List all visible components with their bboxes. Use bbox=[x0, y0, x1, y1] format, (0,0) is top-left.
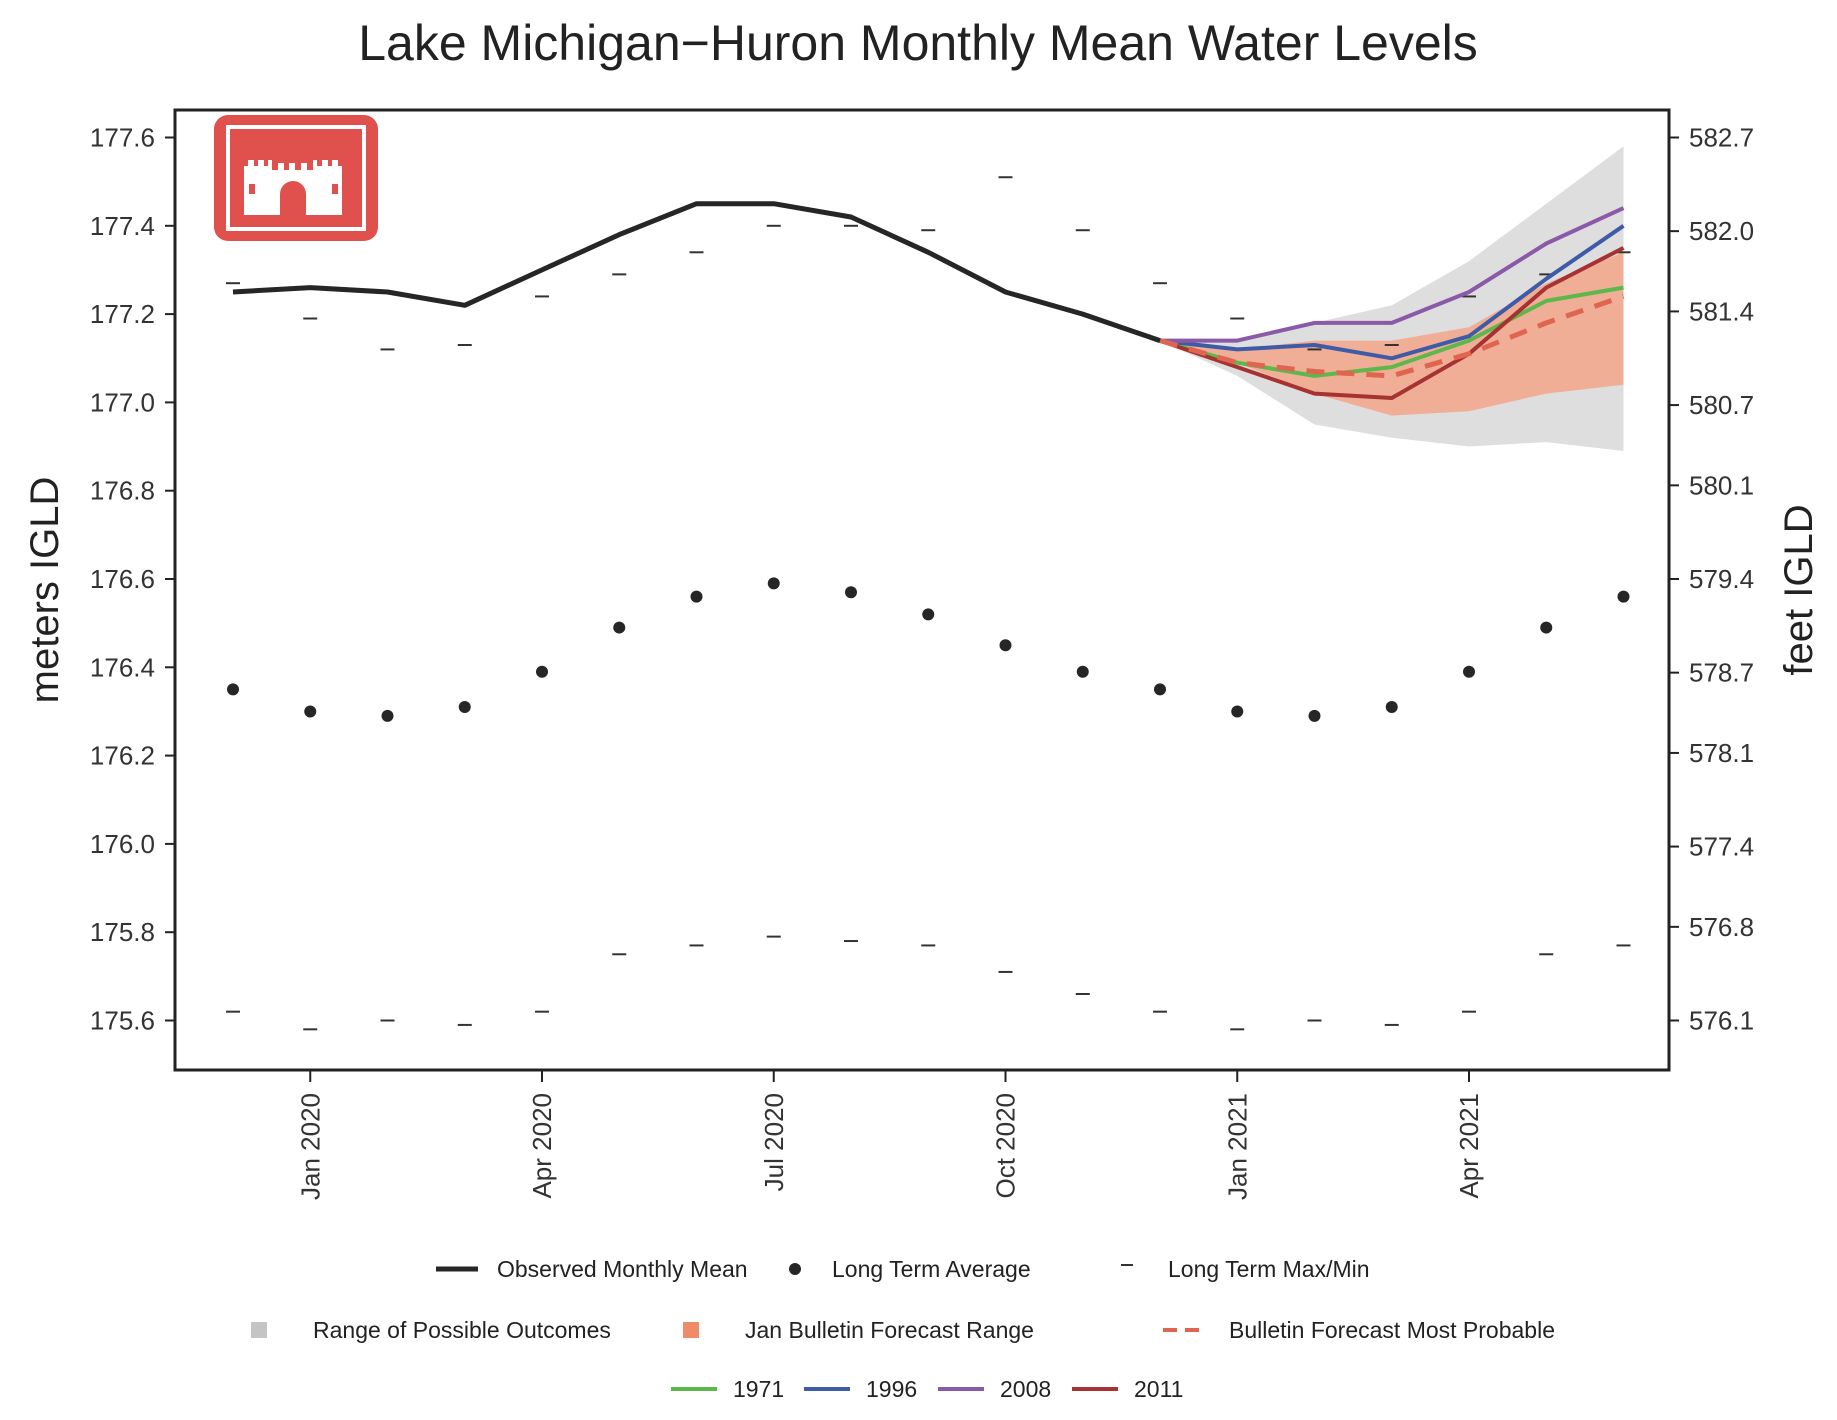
y-axis-label-right: feet IGLD bbox=[1777, 504, 1821, 675]
x-tick-label: Apr 2020 bbox=[527, 1093, 557, 1199]
x-tick-label: Jul 2020 bbox=[759, 1093, 789, 1191]
y-tick-label-right: 577.4 bbox=[1689, 832, 1754, 862]
plot-frame bbox=[173, 108, 1671, 1072]
y-tick-label-left: 176.6 bbox=[90, 564, 155, 594]
x-tick-label: Jan 2020 bbox=[295, 1093, 325, 1200]
x-tick-label: Jan 2021 bbox=[1222, 1093, 1252, 1200]
series-line-1996 bbox=[1159, 224, 1625, 361]
y-tick-label-right: 582.7 bbox=[1689, 123, 1754, 153]
long-term-average-point bbox=[1308, 709, 1321, 722]
chart-title: Lake Michigan−Huron Monthly Mean Water L… bbox=[358, 15, 1478, 71]
y-tick-label-right: 578.1 bbox=[1689, 738, 1754, 768]
legend-label-most_probable: Bulletin Forecast Most Probable bbox=[1229, 1317, 1555, 1343]
legend-label-series-1996: 1996 bbox=[866, 1376, 917, 1402]
legend-swatch-range_possible bbox=[251, 1322, 267, 1338]
x-tick-label: Apr 2021 bbox=[1454, 1093, 1484, 1199]
legend-label-series-2011: 2011 bbox=[1134, 1376, 1183, 1402]
long-term-average-point bbox=[767, 577, 780, 590]
long-term-average-point bbox=[690, 590, 703, 603]
y-tick-label-left: 177.6 bbox=[90, 123, 155, 153]
plot-area bbox=[226, 146, 1631, 1031]
long-term-average-point bbox=[458, 701, 471, 714]
long-term-average-point bbox=[381, 709, 394, 722]
long-term-average-point bbox=[1463, 665, 1475, 678]
legend-label-average: Long Term Average bbox=[832, 1256, 1031, 1282]
series-line-1971 bbox=[1159, 285, 1624, 378]
y-tick-label-left: 176.4 bbox=[90, 652, 155, 682]
y-tick-label-left: 175.8 bbox=[90, 917, 155, 947]
y-tick-label-left: 176.2 bbox=[90, 741, 155, 771]
bulletin-forecast-range-band bbox=[1160, 252, 1624, 416]
y-tick-label-right: 579.4 bbox=[1689, 564, 1754, 594]
long-term-average-point bbox=[999, 639, 1012, 652]
y-tick-label-left: 176.8 bbox=[90, 476, 155, 506]
x-tick-label: Oct 2020 bbox=[991, 1093, 1021, 1199]
legend: Observed Monthly Mean Long Term Average Lo… bbox=[251, 1256, 1555, 1402]
y-axis-label-left: meters IGLD bbox=[23, 477, 67, 704]
y-tick-label-left: 177.4 bbox=[90, 211, 155, 241]
long-term-average-point bbox=[536, 665, 548, 678]
y-tick-label-left: 175.6 bbox=[90, 1006, 155, 1036]
legend-label-series-1971: 1971 bbox=[733, 1376, 784, 1402]
legend-label-maxmin: Long Term Max/Min bbox=[1168, 1256, 1370, 1282]
series-line-2011 bbox=[1159, 246, 1625, 400]
y-tick-label-right: 578.7 bbox=[1689, 658, 1754, 688]
y-tick-label-right: 582.0 bbox=[1689, 216, 1754, 246]
long-term-average-point bbox=[1076, 665, 1089, 678]
legend-label-range_possible: Range of Possible Outcomes bbox=[313, 1317, 611, 1343]
long-term-average-point bbox=[845, 586, 857, 599]
axes: 175.6 175.8 176.0 176.2 176.4 176.6 176.8 177.0… bbox=[90, 123, 1754, 1200]
legend-label-forecast_range: Jan Bulletin Forecast Range bbox=[745, 1317, 1034, 1343]
y-tick-label-right: 576.8 bbox=[1689, 912, 1754, 942]
long-term-average-point bbox=[1617, 590, 1630, 603]
legend-swatch-forecast_range bbox=[683, 1322, 699, 1338]
long-term-average-point bbox=[922, 608, 935, 621]
long-term-average-point bbox=[1385, 701, 1398, 714]
legend-swatch-average bbox=[789, 1263, 801, 1275]
y-tick-label-left: 176.0 bbox=[90, 829, 155, 859]
castle-icon bbox=[214, 115, 378, 241]
y-tick-label-right: 580.7 bbox=[1689, 390, 1754, 420]
y-tick-label-left: 177.0 bbox=[90, 387, 155, 417]
series-line-2008 bbox=[1160, 206, 1625, 343]
legend-label-series-2008: 2008 bbox=[1000, 1376, 1051, 1402]
long-term-average-point bbox=[1154, 683, 1166, 696]
y-tick-label-right: 580.1 bbox=[1689, 470, 1754, 500]
observed-monthly-mean-line bbox=[232, 201, 1161, 343]
legend-label-observed: Observed Monthly Mean bbox=[497, 1256, 748, 1282]
long-term-average-point bbox=[227, 683, 239, 696]
long-term-average-point bbox=[1231, 705, 1244, 718]
long-term-average-point bbox=[1540, 621, 1553, 634]
y-tick-label-right: 576.1 bbox=[1689, 1006, 1754, 1036]
y-tick-label-right: 581.4 bbox=[1689, 296, 1754, 326]
long-term-average-point bbox=[304, 705, 317, 718]
long-term-average-point bbox=[613, 621, 626, 634]
bulletin-forecast-most-probable-line bbox=[1159, 294, 1625, 379]
y-tick-label-left: 177.2 bbox=[90, 299, 155, 329]
